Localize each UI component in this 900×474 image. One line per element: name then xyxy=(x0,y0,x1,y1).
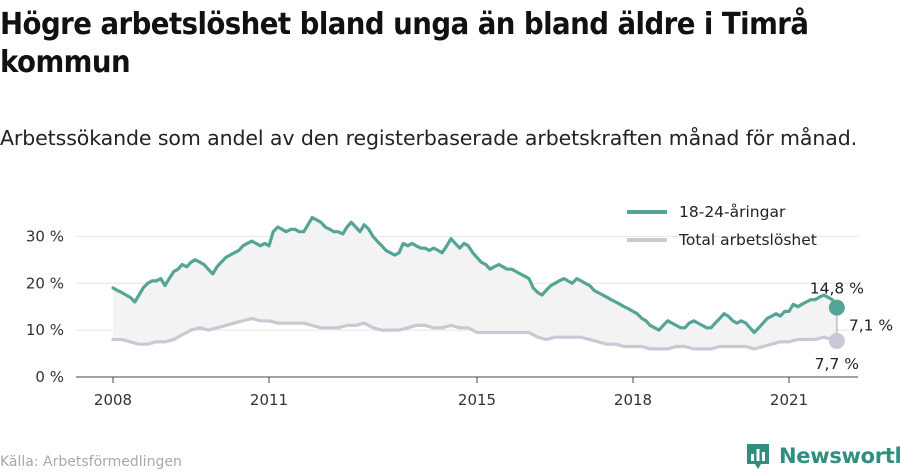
brand-logo: Newsworthy xyxy=(745,441,900,471)
y-tick-label: 0 % xyxy=(35,368,64,386)
newsworthy-logo-icon xyxy=(747,444,769,469)
end-point-total xyxy=(828,332,845,349)
y-tick-label: 10 % xyxy=(26,321,64,339)
x-tick-label: 2015 xyxy=(458,391,496,409)
legend-label: 18-24-åringar xyxy=(679,203,786,221)
gap-label: 7,1 % xyxy=(849,316,893,334)
end-label-youth: 14,8 % xyxy=(810,280,864,298)
gap-area xyxy=(113,217,837,349)
x-tick-label: 2021 xyxy=(770,391,808,409)
legend: 18-24-åringar Total arbetslöshet xyxy=(627,203,817,249)
series-line-youth xyxy=(111,216,839,335)
line-chart: 0 % 10 % 20 % 30 % 2008 2011 2015 2018 2021 18-… xyxy=(26,203,893,409)
x-tick-label: 2011 xyxy=(250,391,288,409)
end-label-total: 7,7 % xyxy=(815,355,859,373)
source-note: Källa: Arbetsförmedlingen xyxy=(0,454,182,470)
gap-band xyxy=(113,217,837,349)
y-tick-label: 20 % xyxy=(26,274,64,292)
series-lines xyxy=(111,216,839,351)
series-line-total xyxy=(111,316,839,351)
x-tick-label: 2008 xyxy=(94,391,132,409)
y-tick-label: 30 % xyxy=(26,227,64,245)
y-axis-ticks: 0 % 10 % 20 % 30 % xyxy=(26,227,64,386)
end-point-youth xyxy=(828,299,845,316)
brand-name: Newsworthy xyxy=(779,444,900,468)
chart-subtitle: Arbetssökande som andel av den registerb… xyxy=(0,126,858,150)
end-annotations: 14,8 % 7,7 % 7,1 % xyxy=(810,280,893,373)
chart-title: Högre arbetslöshet bland unga än bland ä… xyxy=(0,7,809,80)
legend-label: Total arbetslöshet xyxy=(678,231,817,249)
x-tick-label: 2018 xyxy=(614,391,652,409)
x-axis-ticks: 2008 2011 2015 2018 2021 xyxy=(94,377,808,409)
